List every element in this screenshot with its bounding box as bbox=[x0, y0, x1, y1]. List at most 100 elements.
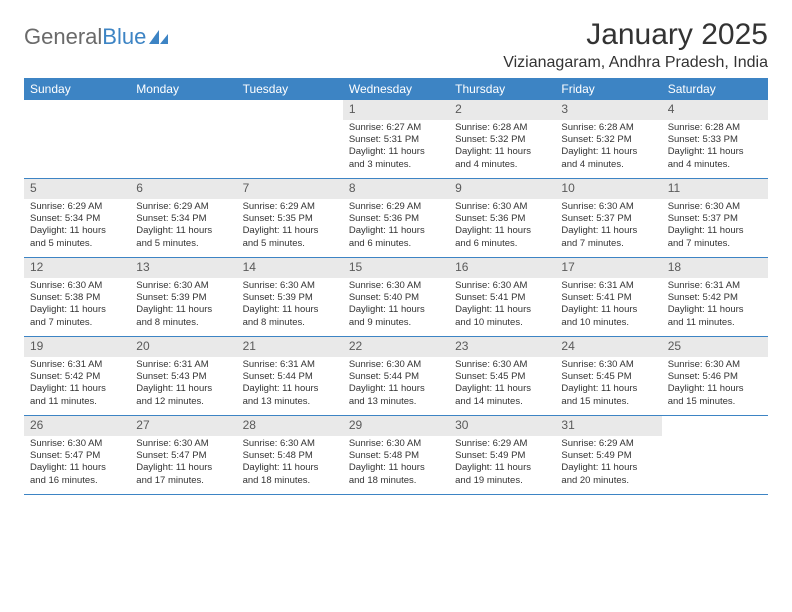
day-header-row: Sunday Monday Tuesday Wednesday Thursday… bbox=[24, 78, 768, 100]
day-number: 15 bbox=[343, 258, 449, 278]
day-cell: 25Sunrise: 6:30 AMSunset: 5:46 PMDayligh… bbox=[662, 337, 768, 415]
day-number: 11 bbox=[662, 179, 768, 199]
day-detail: Sunrise: 6:30 AMSunset: 5:45 PMDaylight:… bbox=[449, 357, 555, 412]
sunset-text: Sunset: 5:47 PM bbox=[30, 450, 124, 462]
sunset-text: Sunset: 5:45 PM bbox=[561, 371, 655, 383]
daylight-text-2: and 4 minutes. bbox=[455, 159, 549, 171]
daylight-text: Daylight: 11 hours bbox=[136, 225, 230, 237]
day-cell: 20Sunrise: 6:31 AMSunset: 5:43 PMDayligh… bbox=[130, 337, 236, 415]
day-detail: Sunrise: 6:30 AMSunset: 5:47 PMDaylight:… bbox=[130, 436, 236, 491]
daylight-text-2: and 15 minutes. bbox=[561, 396, 655, 408]
sunrise-text: Sunrise: 6:28 AM bbox=[561, 122, 655, 134]
calendar-page: GeneralBlue January 2025 Vizianagaram, A… bbox=[0, 0, 792, 513]
daylight-text-2: and 11 minutes. bbox=[30, 396, 124, 408]
day-cell bbox=[130, 100, 236, 178]
day-number: 25 bbox=[662, 337, 768, 357]
sunset-text: Sunset: 5:32 PM bbox=[455, 134, 549, 146]
day-cell: 28Sunrise: 6:30 AMSunset: 5:48 PMDayligh… bbox=[237, 416, 343, 494]
day-cell: 10Sunrise: 6:30 AMSunset: 5:37 PMDayligh… bbox=[555, 179, 661, 257]
daylight-text: Daylight: 11 hours bbox=[243, 304, 337, 316]
daylight-text-2: and 18 minutes. bbox=[349, 475, 443, 487]
day-detail: Sunrise: 6:28 AMSunset: 5:32 PMDaylight:… bbox=[555, 120, 661, 175]
day-header: Tuesday bbox=[237, 78, 343, 100]
sunrise-text: Sunrise: 6:29 AM bbox=[561, 438, 655, 450]
sunset-text: Sunset: 5:36 PM bbox=[455, 213, 549, 225]
sunset-text: Sunset: 5:42 PM bbox=[668, 292, 762, 304]
day-number: 23 bbox=[449, 337, 555, 357]
sunrise-text: Sunrise: 6:30 AM bbox=[30, 280, 124, 292]
day-detail: Sunrise: 6:29 AMSunset: 5:36 PMDaylight:… bbox=[343, 199, 449, 254]
sunset-text: Sunset: 5:40 PM bbox=[349, 292, 443, 304]
day-number: 21 bbox=[237, 337, 343, 357]
sunrise-text: Sunrise: 6:29 AM bbox=[349, 201, 443, 213]
daylight-text-2: and 5 minutes. bbox=[136, 238, 230, 250]
daylight-text: Daylight: 11 hours bbox=[561, 225, 655, 237]
logo: GeneralBlue bbox=[24, 24, 170, 50]
daylight-text-2: and 10 minutes. bbox=[561, 317, 655, 329]
sunset-text: Sunset: 5:43 PM bbox=[136, 371, 230, 383]
sunset-text: Sunset: 5:34 PM bbox=[30, 213, 124, 225]
sunset-text: Sunset: 5:33 PM bbox=[668, 134, 762, 146]
sunrise-text: Sunrise: 6:30 AM bbox=[455, 280, 549, 292]
week-row: 5Sunrise: 6:29 AMSunset: 5:34 PMDaylight… bbox=[24, 179, 768, 258]
sunset-text: Sunset: 5:46 PM bbox=[668, 371, 762, 383]
sunset-text: Sunset: 5:32 PM bbox=[561, 134, 655, 146]
sunrise-text: Sunrise: 6:31 AM bbox=[30, 359, 124, 371]
daylight-text-2: and 4 minutes. bbox=[668, 159, 762, 171]
page-header: GeneralBlue January 2025 Vizianagaram, A… bbox=[24, 18, 768, 72]
daylight-text-2: and 18 minutes. bbox=[243, 475, 337, 487]
day-detail: Sunrise: 6:29 AMSunset: 5:34 PMDaylight:… bbox=[24, 199, 130, 254]
day-cell: 24Sunrise: 6:30 AMSunset: 5:45 PMDayligh… bbox=[555, 337, 661, 415]
day-cell: 3Sunrise: 6:28 AMSunset: 5:32 PMDaylight… bbox=[555, 100, 661, 178]
month-title: January 2025 bbox=[503, 18, 768, 52]
daylight-text: Daylight: 11 hours bbox=[30, 304, 124, 316]
sunrise-text: Sunrise: 6:31 AM bbox=[668, 280, 762, 292]
day-cell: 17Sunrise: 6:31 AMSunset: 5:41 PMDayligh… bbox=[555, 258, 661, 336]
sunrise-text: Sunrise: 6:31 AM bbox=[561, 280, 655, 292]
day-number: 29 bbox=[343, 416, 449, 436]
sunset-text: Sunset: 5:39 PM bbox=[136, 292, 230, 304]
daylight-text-2: and 12 minutes. bbox=[136, 396, 230, 408]
day-cell: 9Sunrise: 6:30 AMSunset: 5:36 PMDaylight… bbox=[449, 179, 555, 257]
day-number: 2 bbox=[449, 100, 555, 120]
daylight-text-2: and 10 minutes. bbox=[455, 317, 549, 329]
daylight-text: Daylight: 11 hours bbox=[136, 383, 230, 395]
daylight-text: Daylight: 11 hours bbox=[349, 304, 443, 316]
day-cell: 18Sunrise: 6:31 AMSunset: 5:42 PMDayligh… bbox=[662, 258, 768, 336]
day-detail: Sunrise: 6:31 AMSunset: 5:41 PMDaylight:… bbox=[555, 278, 661, 333]
day-number: 17 bbox=[555, 258, 661, 278]
day-cell: 31Sunrise: 6:29 AMSunset: 5:49 PMDayligh… bbox=[555, 416, 661, 494]
sunset-text: Sunset: 5:39 PM bbox=[243, 292, 337, 304]
daylight-text: Daylight: 11 hours bbox=[561, 304, 655, 316]
day-detail: Sunrise: 6:30 AMSunset: 5:44 PMDaylight:… bbox=[343, 357, 449, 412]
day-detail: Sunrise: 6:30 AMSunset: 5:40 PMDaylight:… bbox=[343, 278, 449, 333]
day-detail: Sunrise: 6:30 AMSunset: 5:39 PMDaylight:… bbox=[130, 278, 236, 333]
daylight-text: Daylight: 11 hours bbox=[136, 462, 230, 474]
day-number: 19 bbox=[24, 337, 130, 357]
sunrise-text: Sunrise: 6:29 AM bbox=[136, 201, 230, 213]
daylight-text-2: and 20 minutes. bbox=[561, 475, 655, 487]
day-cell bbox=[662, 416, 768, 494]
daylight-text-2: and 9 minutes. bbox=[349, 317, 443, 329]
daylight-text: Daylight: 11 hours bbox=[455, 462, 549, 474]
calendar-grid: Sunday Monday Tuesday Wednesday Thursday… bbox=[24, 78, 768, 495]
week-row: 1Sunrise: 6:27 AMSunset: 5:31 PMDaylight… bbox=[24, 100, 768, 179]
day-cell: 13Sunrise: 6:30 AMSunset: 5:39 PMDayligh… bbox=[130, 258, 236, 336]
daylight-text-2: and 16 minutes. bbox=[30, 475, 124, 487]
day-cell: 30Sunrise: 6:29 AMSunset: 5:49 PMDayligh… bbox=[449, 416, 555, 494]
daylight-text-2: and 8 minutes. bbox=[243, 317, 337, 329]
daylight-text-2: and 17 minutes. bbox=[136, 475, 230, 487]
day-detail: Sunrise: 6:29 AMSunset: 5:49 PMDaylight:… bbox=[555, 436, 661, 491]
day-detail: Sunrise: 6:30 AMSunset: 5:48 PMDaylight:… bbox=[343, 436, 449, 491]
day-cell: 5Sunrise: 6:29 AMSunset: 5:34 PMDaylight… bbox=[24, 179, 130, 257]
sunrise-text: Sunrise: 6:30 AM bbox=[561, 201, 655, 213]
daylight-text: Daylight: 11 hours bbox=[30, 225, 124, 237]
day-detail: Sunrise: 6:30 AMSunset: 5:45 PMDaylight:… bbox=[555, 357, 661, 412]
day-cell: 7Sunrise: 6:29 AMSunset: 5:35 PMDaylight… bbox=[237, 179, 343, 257]
day-detail: Sunrise: 6:31 AMSunset: 5:42 PMDaylight:… bbox=[24, 357, 130, 412]
day-cell: 22Sunrise: 6:30 AMSunset: 5:44 PMDayligh… bbox=[343, 337, 449, 415]
location-text: Vizianagaram, Andhra Pradesh, India bbox=[503, 54, 768, 72]
sunrise-text: Sunrise: 6:30 AM bbox=[243, 280, 337, 292]
day-cell: 19Sunrise: 6:31 AMSunset: 5:42 PMDayligh… bbox=[24, 337, 130, 415]
logo-text-blue: Blue bbox=[102, 24, 146, 50]
